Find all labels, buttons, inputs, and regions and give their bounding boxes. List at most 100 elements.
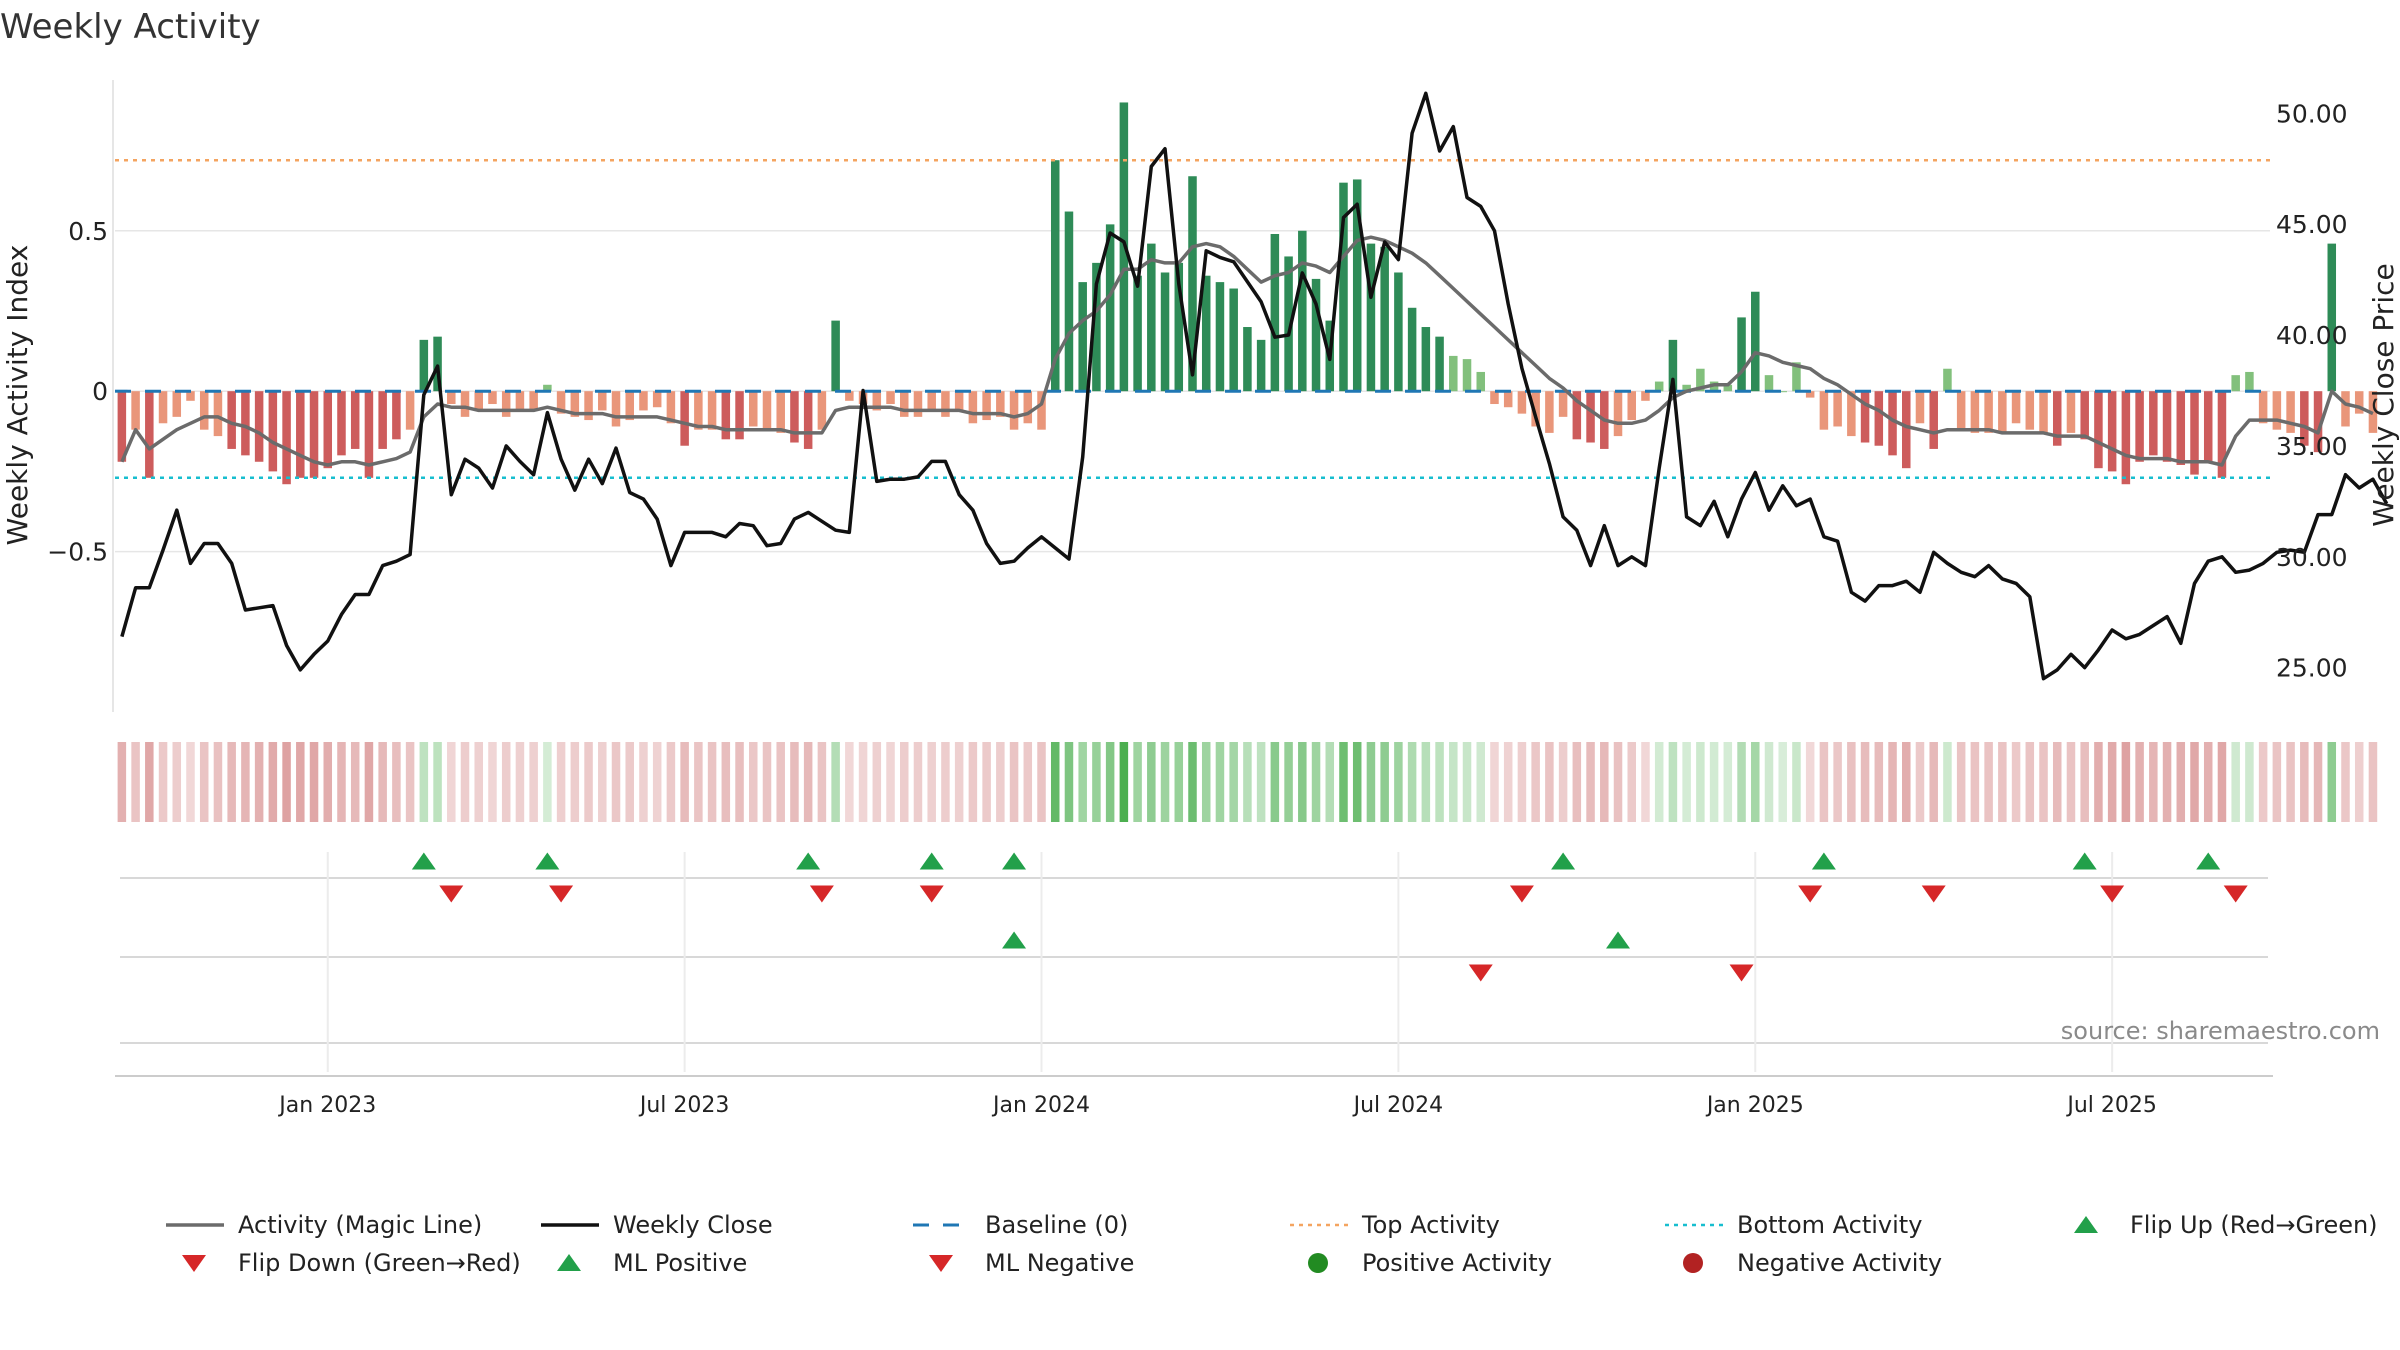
heat-strip-cell bbox=[1668, 742, 1678, 822]
activity-bar bbox=[1380, 246, 1389, 392]
heat-strip-cell bbox=[982, 742, 991, 822]
heat-strip-cell bbox=[1709, 742, 1719, 822]
activity-bar bbox=[2190, 391, 2199, 475]
heat-strip-cell bbox=[639, 742, 648, 822]
heat-strip-cell bbox=[1847, 742, 1856, 822]
activity-bar bbox=[1778, 391, 1787, 393]
activity-bar bbox=[1654, 381, 1664, 392]
activity-bar bbox=[2162, 391, 2172, 462]
activity-bar bbox=[1462, 359, 1472, 392]
legend-swatch-triangle-up bbox=[557, 1254, 581, 1271]
heat-strip-cell bbox=[1490, 742, 1499, 822]
activity-bar bbox=[186, 391, 195, 401]
heat-strip-cell bbox=[2094, 742, 2103, 822]
activity-bar bbox=[1915, 391, 1925, 424]
activity-bar bbox=[1682, 384, 1691, 392]
heat-strip-cell bbox=[1311, 742, 1321, 822]
heat-strip-cell bbox=[1517, 742, 1527, 822]
activity-bar bbox=[598, 391, 607, 411]
activity-bar bbox=[886, 391, 895, 405]
chart-title: Weekly Activity bbox=[0, 7, 261, 47]
heat-strip-cell bbox=[1243, 742, 1252, 822]
activity-bar bbox=[2286, 391, 2295, 433]
activity-bar bbox=[556, 391, 566, 414]
activity-bar bbox=[419, 339, 429, 392]
activity-bar bbox=[529, 391, 538, 411]
heat-strip-cell bbox=[749, 742, 758, 822]
activity-bar bbox=[323, 391, 333, 469]
heat-strip-cell bbox=[1819, 742, 1829, 822]
heat-strip-cell bbox=[1119, 742, 1129, 822]
y-right-tick-label: 25.00 bbox=[2276, 654, 2348, 683]
heat-strip-cell bbox=[2327, 742, 2337, 822]
activity-bar bbox=[131, 391, 140, 430]
heat-strip-cell bbox=[817, 742, 827, 822]
y-axis-right-label: Weekly Close Price bbox=[2367, 263, 2400, 526]
heat-strip-cell bbox=[158, 742, 168, 822]
y-right-tick-label: 50.00 bbox=[2276, 99, 2348, 128]
activity-bar bbox=[1847, 391, 1856, 437]
activity-bar bbox=[941, 391, 950, 417]
activity-bar bbox=[1805, 391, 1815, 398]
y-right-tick-label: 40.00 bbox=[2276, 321, 2348, 350]
y-right-tick-label: 45.00 bbox=[2276, 210, 2348, 239]
heat-strip-cell bbox=[2300, 742, 2309, 822]
activity-bar bbox=[2258, 391, 2268, 424]
heat-strip-cell bbox=[2286, 742, 2295, 822]
heat-strip-cell bbox=[1366, 742, 1376, 822]
activity-bar bbox=[2341, 391, 2350, 427]
heat-strip-cell bbox=[1147, 742, 1156, 822]
heat-strip-cell bbox=[1449, 742, 1458, 822]
heat-strip-cell bbox=[2025, 742, 2035, 822]
activity-bar bbox=[309, 391, 319, 478]
activity-bar bbox=[296, 391, 305, 478]
heat-strip-cell bbox=[186, 742, 195, 822]
heat-strip-cell bbox=[941, 742, 950, 822]
flip-up-marker bbox=[796, 852, 821, 870]
x-tick-label: Jul 2024 bbox=[1352, 1093, 1444, 1118]
activity-bar bbox=[378, 391, 387, 449]
activity-bar bbox=[488, 391, 497, 405]
heat-strip-cell bbox=[584, 742, 593, 822]
heat-strip-cell bbox=[1545, 742, 1554, 822]
heat-strip-cell bbox=[2176, 742, 2186, 822]
activity-bar bbox=[474, 391, 483, 411]
heat-strip-cell bbox=[570, 742, 580, 822]
activity-bar bbox=[1586, 391, 1595, 443]
heat-strip-cell bbox=[2258, 742, 2268, 822]
heat-strip-cell bbox=[117, 742, 127, 822]
activity-bar bbox=[1188, 176, 1197, 392]
heat-strip-cell bbox=[968, 742, 978, 822]
activity-bar bbox=[1874, 391, 1884, 446]
activity-bar bbox=[1009, 391, 1019, 430]
legend-label: Flip Down (Green→Red) bbox=[238, 1249, 521, 1277]
heat-strip-cell bbox=[213, 742, 223, 822]
heat-strip-cell bbox=[1503, 742, 1513, 822]
activity-bar bbox=[1668, 339, 1678, 392]
legend-label: Weekly Close bbox=[613, 1211, 773, 1239]
ml-positive-marker bbox=[1002, 931, 1027, 949]
heat-strip-cell bbox=[254, 742, 264, 822]
activity-bar bbox=[749, 391, 758, 427]
heat-strip-cell bbox=[1805, 742, 1815, 822]
heat-strip-cell bbox=[927, 742, 936, 822]
activity-bar bbox=[1064, 211, 1074, 392]
heat-strip-cell bbox=[598, 742, 607, 822]
heat-strip-cell bbox=[296, 742, 305, 822]
legend-item: Top Activity bbox=[1290, 1211, 1500, 1239]
heat-strip-cell bbox=[899, 742, 909, 822]
activity-bar bbox=[241, 391, 250, 456]
heat-strip-cell bbox=[1902, 742, 1911, 822]
activity-bar bbox=[254, 391, 264, 462]
heat-strip-cell bbox=[515, 742, 525, 822]
heat-strip-cell bbox=[1929, 742, 1938, 822]
activity-bar bbox=[1531, 391, 1540, 427]
activity-bar bbox=[680, 391, 689, 446]
activity-bar bbox=[2300, 391, 2309, 446]
activity-bar bbox=[982, 391, 991, 421]
activity-bar bbox=[1833, 391, 1842, 427]
flip-down-marker bbox=[1798, 885, 1823, 903]
activity-bar bbox=[639, 391, 648, 411]
heat-strip-cell bbox=[2313, 742, 2323, 822]
activity-bar bbox=[735, 391, 744, 440]
